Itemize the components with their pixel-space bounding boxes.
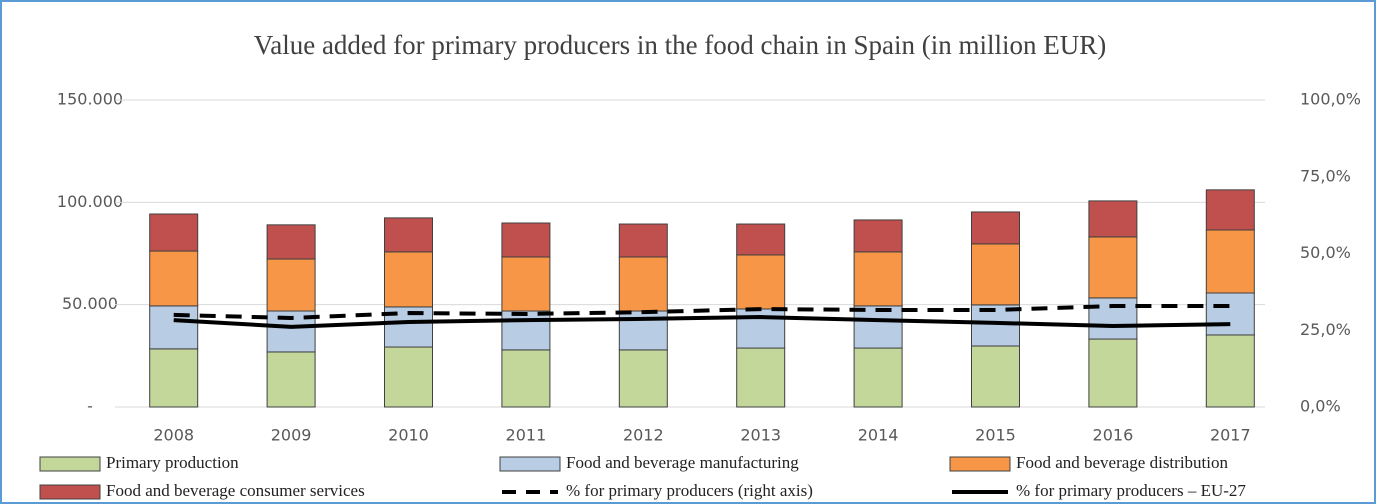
- bar-segment: [853, 347, 903, 408]
- x-tick-label: 2017: [1210, 426, 1251, 445]
- y2-tick-label: 75,0%: [1300, 166, 1351, 185]
- bar-segment: [736, 308, 786, 349]
- bar-segment: [1088, 200, 1138, 238]
- bar-segment: [1205, 229, 1255, 294]
- legend-swatch: [39, 456, 101, 472]
- x-tick-label: 2014: [858, 426, 899, 445]
- legend-swatch: [949, 456, 1011, 472]
- bar-segment: [1088, 338, 1138, 408]
- bar-segment: [384, 346, 433, 408]
- legend-swatch: [39, 484, 101, 500]
- bar-segment: [266, 351, 316, 408]
- legend-swatch: [499, 456, 561, 472]
- bar-segment: [266, 258, 316, 312]
- bar-segment: [501, 349, 551, 408]
- bar-segment: [1088, 236, 1138, 299]
- bar-segment: [1205, 292, 1255, 336]
- x-tick-label: 2011: [506, 426, 547, 445]
- y-tick-label: 150.000: [57, 90, 123, 109]
- bar-segment: [971, 211, 1020, 245]
- x-tick-label: 2015: [975, 426, 1016, 445]
- y2-tick-label: 0,0%: [1300, 397, 1341, 416]
- x-tick-label: 2012: [623, 426, 664, 445]
- x-tick-label: 2013: [740, 426, 781, 445]
- bar-segment: [971, 345, 1020, 408]
- y2-tick-label: 50,0%: [1300, 243, 1351, 262]
- bar-segment: [853, 305, 903, 349]
- bar-segment: [736, 254, 786, 310]
- y-tick-label: -: [87, 397, 93, 416]
- bar-segment: [384, 251, 433, 308]
- bar-segment: [618, 349, 668, 408]
- bar-segment: [149, 213, 199, 252]
- bar-segment: [853, 219, 903, 253]
- bar-segment: [971, 304, 1020, 347]
- y2-tick-label: 100,0%: [1300, 90, 1361, 109]
- bar-segment: [149, 250, 199, 307]
- bar-segment: [149, 348, 199, 408]
- bar-segment: [736, 347, 786, 408]
- bar-segment: [618, 223, 668, 258]
- y-tick-label: 50.000: [62, 294, 118, 313]
- bar-segment: [501, 222, 551, 258]
- x-tick-label: 2009: [271, 426, 312, 445]
- legend-label: % for primary producers (right axis): [566, 481, 813, 500]
- bar-segment: [384, 217, 433, 253]
- line-series: [173, 303, 1231, 320]
- chart-title: Value added for primary producers in the…: [254, 30, 1107, 60]
- legend-label: Food and beverage manufacturing: [566, 453, 799, 472]
- legend-label: Food and beverage consumer services: [106, 481, 365, 500]
- y2-tick-label: 25,0%: [1300, 320, 1351, 339]
- bar-segment: [618, 256, 668, 312]
- bar-segment: [736, 223, 786, 256]
- bar-segment: [853, 251, 903, 307]
- legend-label: Primary production: [106, 453, 239, 472]
- legend-label: % for primary producers – EU-27: [1016, 481, 1246, 500]
- bar-segment: [501, 256, 551, 312]
- x-tick-label: 2008: [153, 426, 194, 445]
- y-tick-label: 100.000: [57, 192, 123, 211]
- bar-segment: [501, 310, 551, 351]
- legend-label: Food and beverage distribution: [1016, 453, 1228, 472]
- bar-segment: [1205, 334, 1255, 408]
- bar-segment: [149, 305, 199, 350]
- bar-segment: [266, 224, 316, 260]
- bar-segment: [971, 243, 1020, 306]
- line-series: [173, 315, 1231, 329]
- x-tick-label: 2010: [388, 426, 429, 445]
- x-tick-label: 2016: [1093, 426, 1134, 445]
- bar-segment: [1205, 189, 1255, 231]
